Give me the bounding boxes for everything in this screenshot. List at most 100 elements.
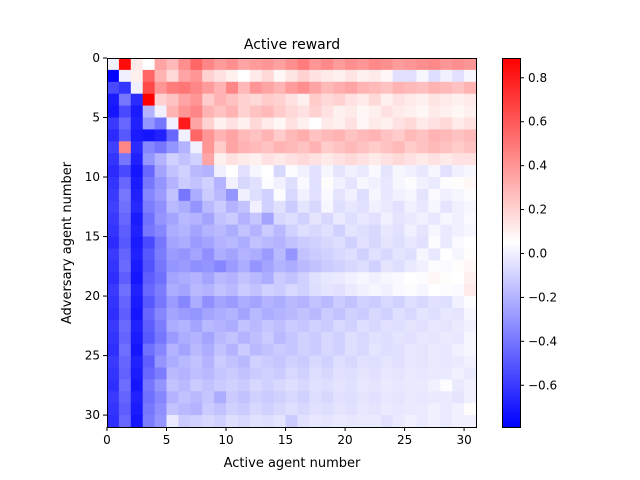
heatmap-cell [273,153,286,166]
heatmap-cell [333,260,346,273]
heatmap-cell [154,81,167,95]
heatmap-cell [297,224,310,237]
heatmap-cell [309,81,322,95]
heatmap-cell [190,58,203,71]
heatmap-cell [380,248,394,261]
heatmap-cell [380,200,394,214]
heatmap-cell [404,355,417,368]
heatmap-cell [214,117,227,130]
heatmap-cell [202,284,215,297]
heatmap-cell [154,117,167,130]
heatmap-cell [249,224,263,237]
heatmap-cell [392,331,405,345]
heatmap-cell [452,165,465,178]
heatmap-cell [142,141,156,154]
x-tick-label: 25 [397,433,412,447]
heatmap-cell [118,177,132,190]
heatmap-cell [249,367,263,380]
heatmap-cell [249,165,263,178]
heatmap-cell [226,188,239,202]
heatmap-cell [440,117,453,130]
heatmap-cell [178,188,191,202]
heatmap-cell [428,331,441,345]
heatmap-cell [249,188,263,202]
heatmap-cell [118,105,132,118]
heatmap-cell [416,105,429,118]
heatmap-cell [309,69,322,83]
heatmap-cell [440,319,453,333]
heatmap-cell [368,105,382,118]
heatmap-cell [309,319,322,333]
heatmap-cell [404,331,417,345]
y-tick-label: 30 [85,408,100,422]
heatmap-cell [404,141,417,154]
heatmap-cell [428,200,441,214]
heatmap-cell [154,379,167,392]
heatmap-cell [118,331,132,345]
y-tick-label: 25 [85,349,100,363]
heatmap-cell [345,212,358,226]
heatmap-cell [202,81,215,95]
heatmap-cell [190,188,203,202]
heatmap-cell [404,248,417,261]
heatmap-cell [166,415,179,428]
heatmap-cell [333,296,346,309]
heatmap-cell [309,58,322,71]
heatmap-cell [273,81,286,95]
heatmap-cell [178,105,191,118]
heatmap-cell [285,141,298,154]
heatmap-cell [130,224,144,237]
heatmap-cell [261,343,275,356]
heatmap-cell [285,177,298,190]
heatmap-cells [107,58,477,428]
heatmap-cell [404,224,417,237]
heatmap-cell [118,224,132,237]
heatmap-cell [380,165,394,178]
heatmap-cell [309,165,322,178]
heatmap-cell [273,212,286,226]
heatmap-cell [345,343,358,356]
heatmap-cell [249,319,263,333]
heatmap-cell [452,141,465,154]
heatmap-cell [130,141,144,154]
heatmap-cell [142,224,156,237]
heatmap-cell [392,260,405,273]
heatmap-cell [214,248,227,261]
heatmap-cell [416,260,429,273]
heatmap-cell [416,367,429,380]
heatmap-cell [285,117,298,130]
heatmap-cell [380,319,394,333]
heatmap-cell [273,319,286,333]
heatmap-cell [356,248,370,261]
heatmap-cell [416,331,429,345]
heatmap-cell [416,343,429,356]
heatmap-cell [416,391,429,404]
heatmap-cell [190,153,203,166]
heatmap-cell [333,129,346,142]
heatmap-cell [428,81,441,95]
heatmap-cell [297,105,310,118]
heatmap-cell [380,272,394,285]
heatmap-cell [237,129,251,142]
heatmap-cell [285,58,298,71]
heatmap-cell [190,296,203,309]
heatmap-cell [226,319,239,333]
heatmap-cell [107,343,120,356]
heatmap-cell [416,69,429,83]
heatmap-cell [237,177,251,190]
heatmap-cell [154,224,167,237]
heatmap-cell [178,367,191,380]
heatmap-cell [368,355,382,368]
heatmap-cell [464,355,477,368]
heatmap-cell [464,403,477,416]
heatmap-cell [452,200,465,214]
heatmap-cell [416,212,429,226]
heatmap-cell [226,224,239,237]
heatmap-cell [321,331,334,345]
heatmap-cell [118,200,132,214]
heatmap-cell [309,177,322,190]
heatmap-cell [130,81,144,95]
heatmap-cell [464,165,477,178]
heatmap-cell [261,212,275,226]
heatmap-cell [333,343,346,356]
